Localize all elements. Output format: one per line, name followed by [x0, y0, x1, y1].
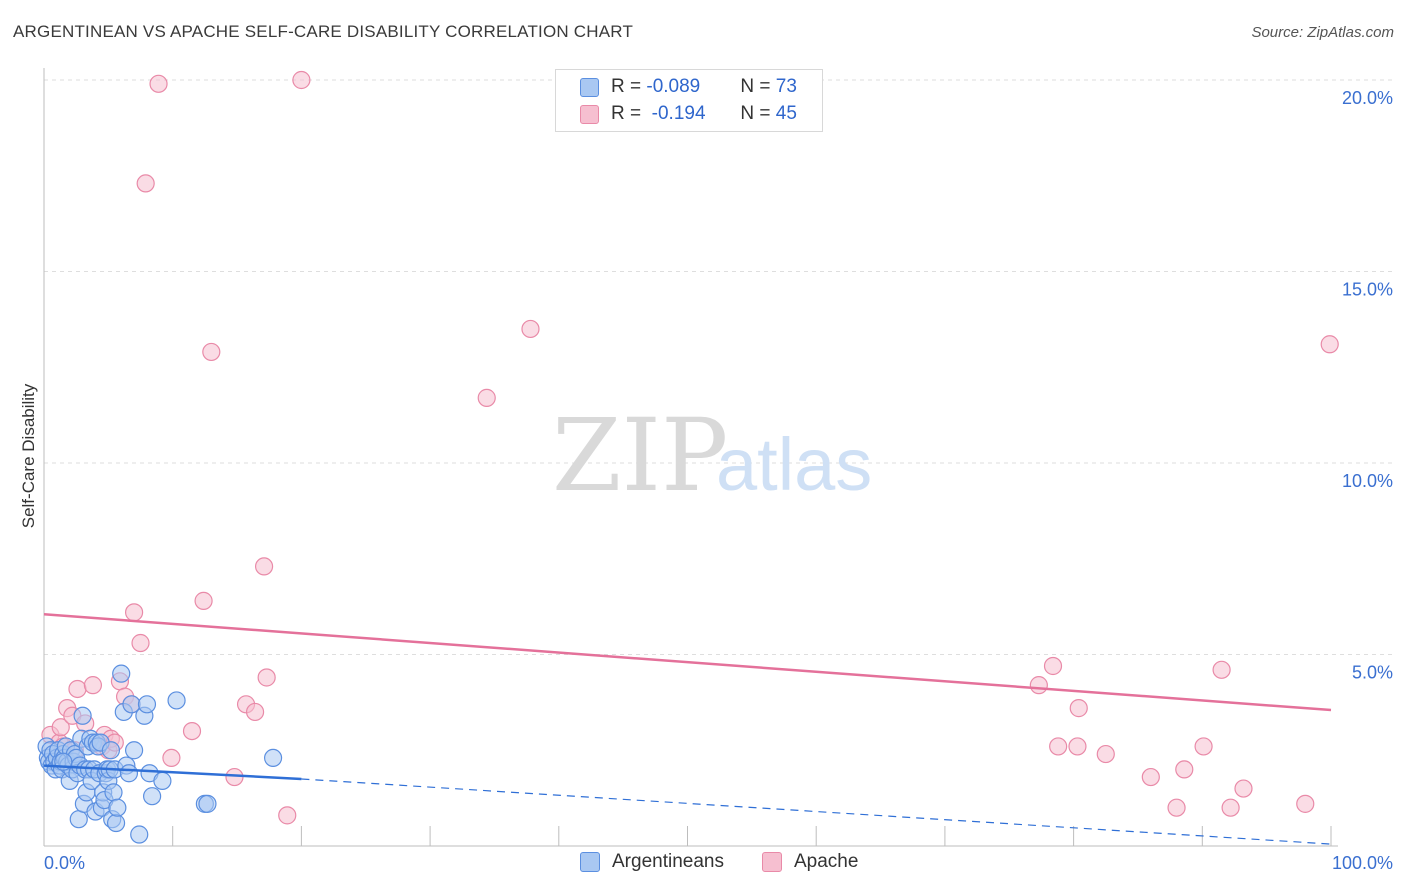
data-point: [106, 813, 126, 833]
data-point: [73, 706, 92, 725]
legend-row-argentineans: R = -0.089 N = 73: [580, 75, 797, 99]
data-point: [278, 806, 297, 825]
trend-line-argentineans: [43, 764, 302, 781]
argentinean-points: [37, 664, 283, 844]
data-point: [194, 591, 213, 610]
trend-line-argentineans-extension: [301, 778, 1332, 845]
data-point: [1043, 656, 1063, 676]
data-point: [1049, 737, 1068, 756]
data-point: [130, 825, 149, 844]
legend-n-value: 45: [775, 103, 797, 124]
data-point: [1175, 760, 1194, 779]
legend-n-label: N =: [740, 76, 776, 97]
data-point: [1212, 660, 1231, 679]
data-point: [83, 676, 103, 695]
data-point: [1029, 676, 1048, 695]
y-tick-label: 10.0%: [1342, 471, 1393, 491]
y-tick-labels: 5.0% 10.0% 15.0% 20.0%: [1342, 88, 1393, 683]
watermark-zip: ZIP: [552, 397, 728, 514]
legend-n-label: N =: [740, 103, 776, 124]
data-point: [124, 603, 144, 622]
data-point: [263, 748, 283, 768]
data-point: [182, 721, 202, 741]
axes-layer: [43, 68, 1338, 847]
watermark-atlas: atlas: [716, 423, 872, 506]
chart-title: ARGENTINEAN VS APACHE SELF-CARE DISABILI…: [13, 22, 634, 41]
trend-line-apache: [43, 613, 1332, 712]
data-point: [131, 633, 150, 653]
bottom-legend-swatch-blue: [580, 852, 600, 872]
watermark: ZIP atlas: [552, 397, 872, 514]
data-point: [136, 174, 155, 193]
data-point: [1234, 779, 1253, 798]
legend-r-label: R =: [611, 103, 647, 124]
bottom-legend-argentineans: Argentineans: [580, 851, 724, 873]
data-point: [162, 748, 181, 768]
data-point: [124, 741, 144, 760]
data-point: [1141, 767, 1160, 787]
y-tick-label: 5.0%: [1352, 663, 1393, 683]
data-point: [1221, 798, 1240, 817]
x-tick-label-min: 0.0%: [44, 853, 85, 873]
data-point: [225, 767, 244, 787]
legend-r-value: -0.194: [646, 103, 706, 124]
data-point: [149, 74, 168, 93]
legend-swatch-pink: [580, 104, 599, 124]
data-point: [1296, 794, 1315, 813]
data-point: [69, 810, 88, 829]
data-point: [245, 702, 265, 722]
data-point: [254, 557, 274, 576]
data-point: [1167, 798, 1186, 817]
data-point: [167, 691, 186, 710]
data-point: [153, 771, 172, 790]
bottom-legend-label: Argentineans: [612, 851, 724, 872]
data-point: [1068, 737, 1087, 756]
bottom-legend-label: Apache: [794, 851, 859, 872]
data-point: [51, 718, 70, 737]
data-point: [101, 741, 121, 760]
data-point: [202, 342, 221, 362]
data-point: [198, 794, 217, 813]
data-point: [112, 664, 131, 683]
data-point: [104, 783, 123, 802]
data-point: [257, 668, 276, 687]
data-point: [137, 695, 157, 714]
data-point: [68, 679, 87, 699]
y-tick-label: 15.0%: [1342, 280, 1393, 300]
bottom-legend-swatch-pink: [762, 852, 782, 872]
data-point: [521, 319, 540, 339]
legend-row-apache: R = -0.194 N = 45: [580, 102, 797, 126]
legend-r-value: -0.089: [646, 76, 701, 97]
trend-lines: [43, 613, 1332, 845]
data-point: [1096, 744, 1115, 764]
data-point: [477, 388, 496, 407]
legend-r-label: R =: [611, 76, 647, 97]
bottom-legend-apache: Apache: [762, 851, 858, 873]
data-point: [119, 764, 139, 783]
data-point: [1194, 737, 1213, 756]
y-axis-label: Self-Care Disability: [19, 383, 38, 528]
legend-n-value: 73: [775, 76, 797, 97]
data-point: [108, 798, 127, 817]
y-tick-label: 20.0%: [1342, 88, 1393, 108]
data-point: [1320, 335, 1339, 354]
legend-swatch-blue: [580, 77, 599, 97]
source-label: Source: ZipAtlas.com: [1251, 24, 1394, 41]
data-point: [1069, 699, 1088, 718]
data-point: [143, 787, 162, 806]
x-tick-label-max: 100.0%: [1332, 853, 1393, 873]
correlation-legend: R = -0.089 N = 73 R = -0.194 N = 45: [555, 69, 823, 132]
data-point: [292, 70, 311, 90]
